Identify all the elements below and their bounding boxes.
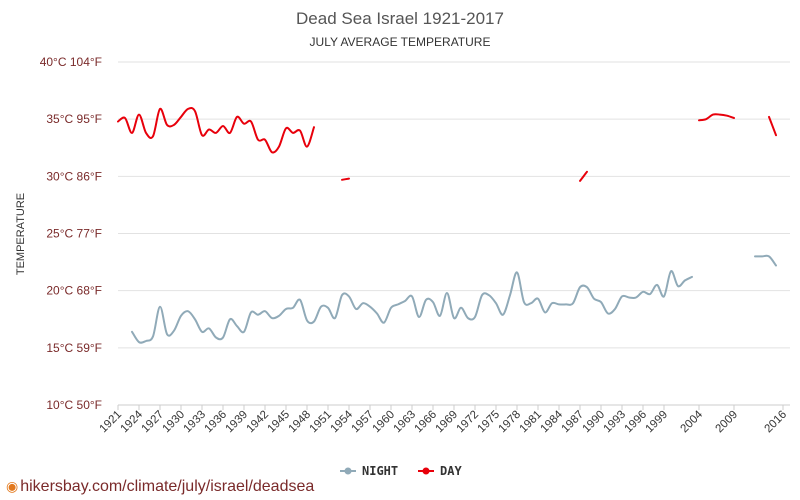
y-axis-label: TEMPERATURE bbox=[15, 193, 27, 275]
x-tick-label: 1999 bbox=[644, 409, 671, 436]
x-tick-label: 1924 bbox=[119, 408, 146, 435]
x-tick-label: 1963 bbox=[392, 409, 419, 436]
legend-item-night[interactable]: NIGHT bbox=[340, 464, 398, 478]
day-series-line bbox=[698, 113, 735, 122]
legend[interactable]: NIGHT DAY bbox=[340, 464, 462, 478]
x-tick-label: 1984 bbox=[539, 408, 566, 435]
x-tick-label: 1981 bbox=[518, 409, 545, 436]
x-tick-label: 2004 bbox=[679, 408, 706, 435]
x-tick-label: 1927 bbox=[140, 409, 167, 436]
y-axis-ticks: 40°C 104°F 35°C 95°F 30°C 86°F 25°C 77°F 20°… bbox=[40, 55, 102, 412]
legend-marker-night bbox=[344, 467, 352, 475]
x-tick-label: 1960 bbox=[371, 409, 398, 436]
x-tick-label: 1945 bbox=[266, 409, 293, 436]
y-tick-label: 15°C 59°F bbox=[46, 341, 102, 355]
day-series-line bbox=[341, 177, 350, 181]
x-tick-label: 1942 bbox=[245, 409, 272, 436]
x-tick-label: 1933 bbox=[182, 409, 209, 436]
night-series-line bbox=[754, 254, 777, 267]
x-tick-label: 1972 bbox=[455, 409, 482, 436]
legend-item-day[interactable]: DAY bbox=[418, 464, 462, 478]
legend-label-day: DAY bbox=[440, 464, 462, 478]
x-tick-label: 1939 bbox=[224, 409, 251, 436]
gridlines bbox=[118, 61, 790, 406]
series-lines bbox=[117, 107, 777, 344]
night-series-line bbox=[131, 270, 693, 344]
x-tick-label: 1969 bbox=[434, 409, 461, 436]
x-tick-label: 1987 bbox=[560, 409, 587, 436]
x-tick-label: 1948 bbox=[287, 409, 314, 436]
x-axis-ticks: 1921192419271930193319361939194219451948… bbox=[98, 405, 790, 436]
y-tick-label: 25°C 77°F bbox=[46, 227, 102, 241]
legend-marker-day bbox=[422, 467, 430, 475]
x-tick-label: 2016 bbox=[763, 409, 790, 436]
y-tick-label: 35°C 95°F bbox=[46, 112, 102, 126]
y-tick-label: 30°C 86°F bbox=[46, 169, 102, 183]
x-tick-label: 1993 bbox=[602, 409, 629, 436]
y-tick-label: 20°C 68°F bbox=[46, 284, 102, 298]
x-tick-label: 2009 bbox=[714, 409, 741, 436]
chart-subtitle: JULY AVERAGE TEMPERATURE bbox=[310, 35, 491, 49]
x-tick-label: 1975 bbox=[476, 409, 503, 436]
x-tick-label: 1930 bbox=[161, 409, 188, 436]
x-tick-label: 1957 bbox=[350, 409, 377, 436]
y-tick-label: 40°C 104°F bbox=[40, 55, 102, 69]
x-tick-label: 1951 bbox=[308, 409, 335, 436]
y-tick-label: 10°C 50°F bbox=[46, 398, 102, 412]
x-tick-label: 1954 bbox=[329, 408, 356, 435]
x-tick-label: 1966 bbox=[413, 409, 440, 436]
chart-title: Dead Sea Israel 1921-2017 bbox=[296, 9, 504, 28]
x-tick-label: 1996 bbox=[623, 409, 650, 436]
location-pin-icon: ◉ bbox=[6, 478, 19, 494]
x-tick-label: 1921 bbox=[98, 409, 125, 436]
x-tick-label: 1936 bbox=[203, 409, 230, 436]
footer-url: hikersbay.com/climate/july/israel/deadse… bbox=[20, 478, 315, 495]
day-series-line bbox=[579, 170, 588, 182]
x-tick-label: 1978 bbox=[497, 409, 524, 436]
footer-link[interactable]: ◉ hikersbay.com/climate/july/israel/deads… bbox=[6, 478, 314, 496]
legend-label-night: NIGHT bbox=[362, 464, 398, 478]
x-tick-label: 1990 bbox=[581, 409, 608, 436]
day-series-line bbox=[117, 107, 315, 154]
day-series-line bbox=[768, 115, 777, 137]
